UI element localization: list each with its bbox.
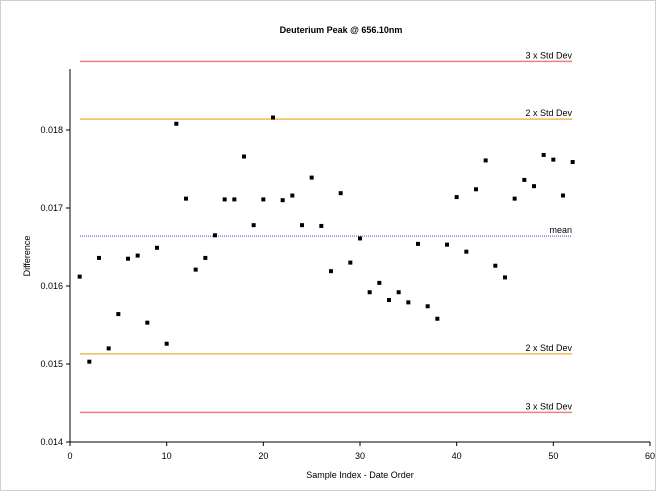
- data-point: [309, 175, 314, 180]
- data-point: [474, 187, 478, 192]
- data-point: [367, 290, 372, 295]
- data-point: [377, 280, 382, 285]
- reference-line-label: mean: [549, 225, 572, 235]
- data-point: [435, 316, 440, 321]
- data-point: [87, 359, 92, 364]
- data-point: [232, 197, 237, 202]
- data-point: [193, 267, 198, 272]
- data-point: [425, 304, 430, 309]
- data-point: [396, 290, 401, 295]
- data-point: [338, 191, 343, 196]
- data-point: [164, 341, 169, 346]
- x-tick-label: 60: [645, 451, 655, 461]
- data-point: [561, 193, 565, 198]
- data-point: [570, 159, 575, 164]
- data-point: [319, 223, 324, 228]
- data-point: [184, 196, 188, 201]
- data-point: [406, 300, 411, 305]
- x-tick-label: 0: [67, 451, 72, 461]
- data-point: [483, 158, 488, 163]
- y-tick-label: 0.016: [40, 281, 63, 291]
- data-point: [135, 253, 140, 258]
- reference-line-label: 3 x Std Dev: [525, 401, 572, 411]
- data-point: [454, 195, 459, 200]
- data-point: [522, 177, 527, 182]
- data-point: [271, 115, 275, 120]
- y-tick-label: 0.017: [40, 203, 63, 213]
- data-point: [106, 346, 111, 351]
- data-point: [126, 256, 130, 261]
- data-point: [261, 197, 266, 202]
- data-point: [445, 242, 449, 247]
- data-point: [300, 223, 304, 228]
- data-point: [503, 275, 507, 280]
- data-point: [280, 198, 285, 203]
- x-tick-label: 10: [162, 451, 172, 461]
- data-point: [203, 255, 208, 260]
- x-axis-label: Sample Index - Date Order: [306, 470, 414, 480]
- y-axis-label: Difference: [22, 236, 32, 277]
- data-point: [387, 298, 391, 303]
- data-point: [145, 320, 150, 325]
- axes: 0 10 20 30 40 50 60 0.014 0.015 0.016 0.017 0.018: [40, 69, 655, 461]
- reference-lines: 3 x Std Dev 2 x Std Dev mean 2 x Std Dev 3 x…: [80, 50, 572, 414]
- data-point: [116, 312, 121, 317]
- y-tick-label: 0.018: [40, 125, 63, 135]
- data-point: [541, 152, 546, 157]
- data-point: [174, 121, 179, 126]
- data-point: [97, 255, 101, 260]
- data-point: [512, 196, 517, 201]
- data-point: [213, 233, 217, 238]
- data-point: [532, 184, 536, 189]
- data-point: [155, 245, 159, 250]
- reference-line-label: 2 x Std Dev: [525, 343, 572, 353]
- scatter-points: [77, 115, 575, 364]
- data-point: [242, 154, 246, 159]
- x-tick-label: 50: [548, 451, 558, 461]
- data-point: [358, 236, 362, 241]
- x-tick-label: 30: [355, 451, 365, 461]
- y-tick-label: 0.015: [40, 359, 63, 369]
- data-point: [290, 193, 295, 198]
- x-tick-label: 40: [452, 451, 462, 461]
- reference-line-label: 3 x Std Dev: [525, 50, 572, 60]
- data-point: [329, 269, 333, 274]
- data-point: [416, 241, 420, 246]
- reference-line-label: 2 x Std Dev: [525, 108, 572, 118]
- data-point: [348, 260, 353, 265]
- x-tick-label: 20: [258, 451, 268, 461]
- data-point: [551, 157, 556, 162]
- data-point: [464, 249, 469, 254]
- y-tick-label: 0.014: [40, 437, 63, 447]
- data-point: [493, 263, 498, 268]
- data-point: [222, 197, 227, 202]
- chart-title: Deuterium Peak @ 656.10nm: [280, 25, 403, 35]
- data-point: [77, 274, 82, 279]
- data-point: [251, 223, 256, 228]
